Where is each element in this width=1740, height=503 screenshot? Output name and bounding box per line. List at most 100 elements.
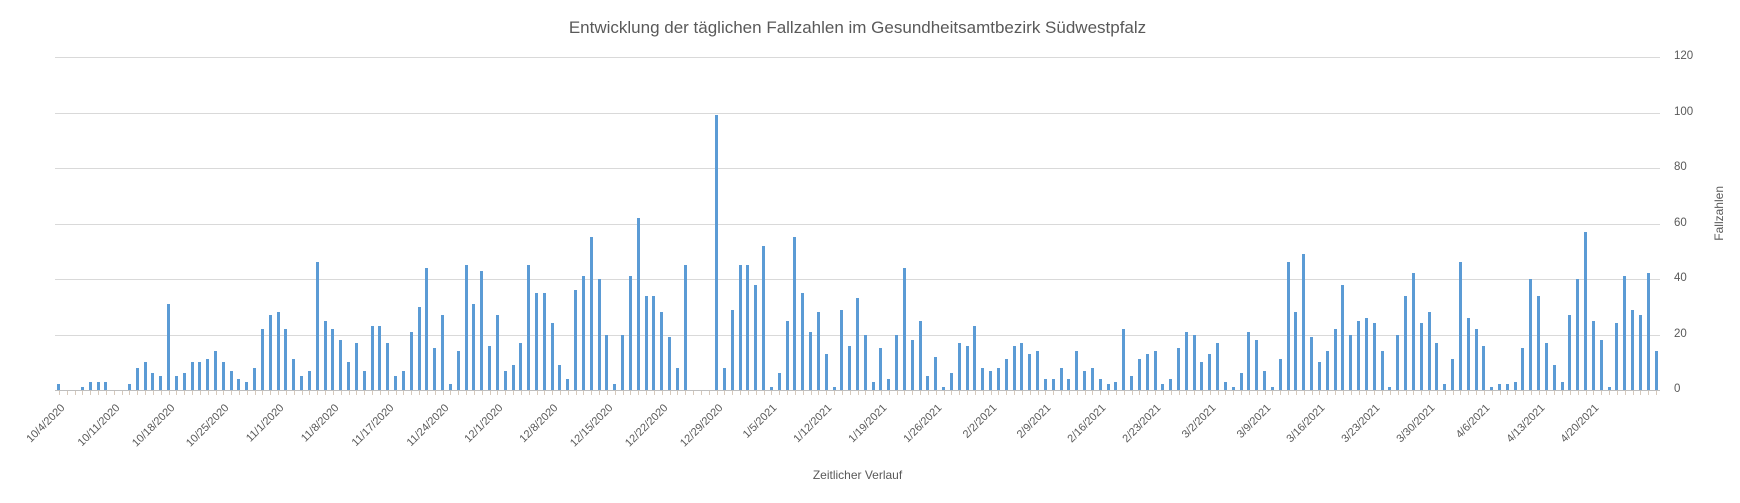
x-tick-mark <box>896 391 898 395</box>
bar <box>315 262 319 390</box>
bar <box>636 217 640 390</box>
bar <box>895 334 899 390</box>
bar <box>1341 284 1345 390</box>
bar <box>675 367 679 390</box>
bar <box>378 326 382 390</box>
bar <box>1466 317 1470 390</box>
bar <box>1544 342 1548 390</box>
bar <box>762 245 766 390</box>
bar <box>1004 359 1008 390</box>
bar <box>542 292 546 390</box>
gridline-y120 <box>55 57 1660 58</box>
x-tick-mark <box>1178 391 1180 395</box>
x-tick-mark <box>661 391 663 395</box>
x-tick-mark <box>747 391 749 395</box>
bar <box>1568 315 1572 390</box>
x-tick-mark <box>90 391 92 395</box>
x-tick-mark <box>834 391 835 395</box>
x-tick-mark <box>403 391 405 395</box>
x-tick-mark <box>1311 391 1313 395</box>
x-tick-mark <box>1616 391 1618 395</box>
x-tick-label: 10/4/2020 <box>24 402 68 446</box>
x-tick-mark <box>1295 391 1297 395</box>
x-tick-mark <box>1233 391 1235 395</box>
x-tick-mark <box>301 391 303 395</box>
bar <box>668 337 672 390</box>
x-tick-mark <box>1061 391 1063 395</box>
x-tick-mark <box>1217 391 1219 395</box>
x-tick-mark <box>1468 391 1470 395</box>
x-tick-mark <box>434 391 436 395</box>
bar <box>738 265 742 390</box>
x-tick-mark <box>1256 391 1258 395</box>
x-tick-mark <box>1577 391 1579 395</box>
bar <box>1286 262 1290 390</box>
bar <box>566 378 570 390</box>
bar <box>96 381 100 390</box>
x-tick-mark <box>755 391 757 395</box>
x-tick-mark <box>1131 391 1133 395</box>
bar <box>1122 328 1126 390</box>
x-tick-mark <box>1538 391 1540 395</box>
x-tick-mark <box>1648 391 1650 395</box>
x-tick-mark <box>285 391 287 395</box>
x-tick-mark <box>904 391 906 395</box>
y-tick-label: 0 <box>1674 383 1681 395</box>
x-tick-mark <box>1436 391 1438 395</box>
bar <box>683 265 687 390</box>
bar <box>981 367 985 390</box>
x-tick-label: 2/2/2021 <box>960 402 1000 441</box>
bar <box>902 267 906 390</box>
x-tick-mark <box>1170 391 1172 395</box>
bar <box>1192 334 1196 390</box>
bar <box>1599 340 1603 390</box>
x-tick-label: 4/20/2021 <box>1558 402 1602 446</box>
x-tick-mark <box>1624 391 1626 395</box>
bar <box>1560 381 1564 390</box>
x-tick-mark <box>888 391 890 395</box>
bar <box>1435 342 1439 390</box>
x-tick-mark <box>959 391 961 395</box>
bar <box>1270 387 1274 390</box>
bar <box>88 381 92 390</box>
x-tick-mark <box>1499 391 1501 395</box>
x-tick-mark <box>1389 391 1391 395</box>
bar <box>57 384 61 390</box>
x-tick-mark <box>238 391 240 395</box>
bar <box>910 340 914 390</box>
bar <box>433 348 437 390</box>
bar <box>527 265 531 390</box>
bar <box>135 367 139 390</box>
x-tick-mark <box>1554 391 1556 395</box>
x-tick-mark <box>1209 391 1211 395</box>
bar <box>550 323 554 390</box>
x-tick-mark <box>74 391 76 395</box>
bar <box>722 367 726 390</box>
bar <box>1231 387 1235 390</box>
bar <box>942 387 946 390</box>
bar <box>1419 323 1423 390</box>
x-tick-mark <box>1147 391 1149 395</box>
x-tick-mark <box>1029 391 1031 395</box>
x-tick-mark <box>920 391 922 395</box>
x-tick-mark <box>724 391 726 395</box>
bar <box>1028 353 1032 390</box>
x-tick-mark <box>1021 391 1023 395</box>
x-tick-mark <box>395 391 397 395</box>
x-tick-mark <box>998 391 1000 395</box>
bar <box>464 265 468 390</box>
x-tick-mark <box>810 391 812 395</box>
x-tick-mark <box>1546 391 1548 395</box>
x-tick-mark <box>1405 391 1407 395</box>
bar <box>1294 312 1298 390</box>
x-tick-mark <box>622 391 624 395</box>
bar <box>1529 279 1533 390</box>
gridline-y100 <box>55 112 1660 114</box>
bar <box>996 367 1000 390</box>
bar <box>840 309 844 390</box>
x-tick-mark <box>1413 391 1415 395</box>
bar <box>1654 351 1658 390</box>
bar <box>495 315 499 390</box>
bar <box>1263 370 1267 390</box>
bar <box>769 387 773 390</box>
